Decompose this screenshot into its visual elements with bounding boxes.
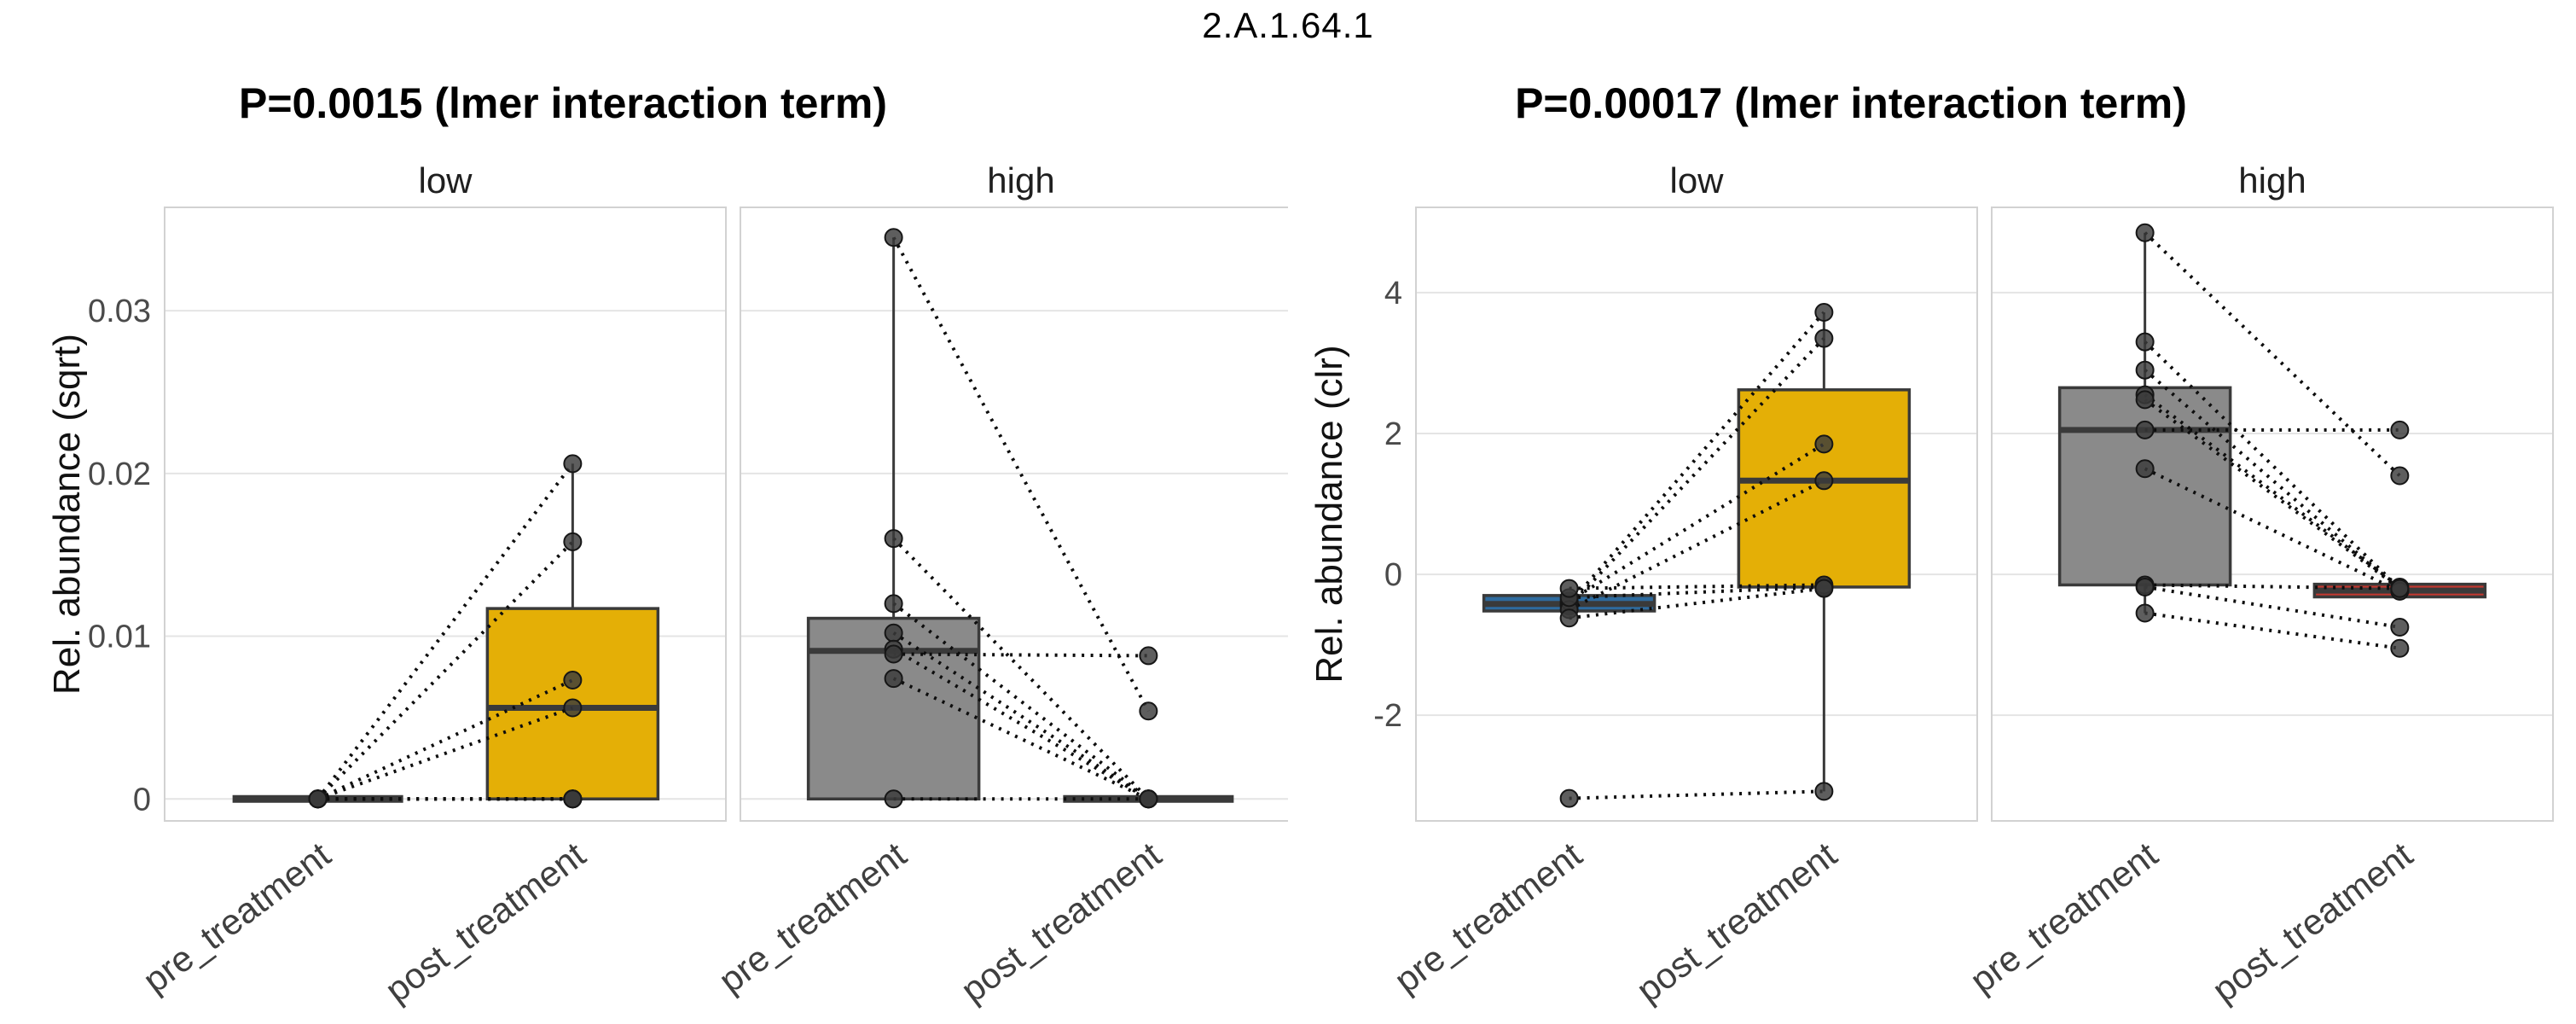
data-point (1559, 788, 1579, 808)
data-point (1139, 701, 1158, 721)
main-title: 2.A.1.64.1 (1202, 5, 1374, 45)
facet-label: low (418, 160, 473, 201)
data-point (1139, 789, 1158, 809)
y-tick-label: -2 (1373, 698, 1402, 734)
data-point (2390, 617, 2410, 637)
data-point (884, 228, 903, 247)
y-tick-label: 0 (1384, 557, 1402, 593)
data-point (563, 789, 583, 809)
pair-line (1569, 583, 1825, 591)
pair-line (893, 652, 1149, 658)
data-point (563, 454, 583, 474)
data-point (884, 594, 903, 614)
x-tick-label: post_treatment (1629, 834, 1844, 1009)
chart-sqrt: P=0.0015 (lmer interaction term) Rel. abu… (46, 79, 1288, 1010)
y-tick-label: 4 (1384, 276, 1402, 311)
y-tick-label: 0.01 (88, 620, 151, 655)
data-point (563, 532, 583, 551)
data-point (2135, 577, 2155, 596)
chart-title: P=0.00017 (lmer interaction term) (1515, 79, 2187, 127)
data-point (2135, 459, 2155, 479)
data-point (884, 623, 903, 643)
x-tick-label: pre_treatment (1963, 834, 2165, 1000)
data-point (1814, 471, 1834, 491)
facet-panel-low: low pre_treatment post_treatment (136, 160, 727, 1010)
pair-line (2144, 583, 2400, 591)
y-tick-label: 0.03 (88, 294, 151, 329)
data-point (563, 698, 583, 718)
y-axis-title: Rel. abundance (clr) (1308, 345, 1350, 683)
box-iqr (2057, 386, 2232, 587)
chart-title: P=0.0015 (lmer interaction term) (239, 79, 887, 127)
facet-label: low (1669, 160, 1724, 201)
pair-line (316, 706, 574, 801)
data-point (884, 789, 903, 809)
x-tick-label: post_treatment (954, 834, 1169, 1009)
x-tick-label: pre_treatment (711, 834, 914, 1000)
pair-line (892, 677, 1150, 801)
pair-line (2144, 369, 2401, 591)
data-point (2135, 332, 2155, 352)
data-point (2135, 420, 2155, 439)
data-point (884, 529, 903, 549)
y-tick-label: 0.02 (88, 457, 151, 492)
y-axis-title: Rel. abundance (sqrt) (46, 334, 88, 695)
x-tick-label: pre_treatment (136, 834, 338, 1000)
facet-panel-high: high pre_treatment post_treatment (711, 160, 1288, 1010)
data-point (1814, 434, 1834, 454)
data-point (2390, 466, 2410, 486)
pair-line (316, 463, 574, 800)
pair-line (1569, 585, 1825, 600)
pair-line (1568, 311, 1825, 606)
data-point (2135, 360, 2155, 380)
facet-label: high (987, 160, 1054, 201)
data-point (2135, 390, 2155, 410)
data-point (308, 789, 328, 809)
data-point (1814, 782, 1834, 801)
data-point (1559, 579, 1579, 598)
data-point (2135, 223, 2155, 242)
data-point (2135, 603, 2155, 623)
pair-line (2144, 585, 2400, 629)
pair-line (1569, 789, 1825, 800)
data-point (1814, 579, 1834, 598)
data-point (2390, 579, 2410, 598)
facet-panel-high: high pre_treatment post_treatment (1963, 160, 2554, 1010)
x-tick-label: pre_treatment (1387, 834, 1589, 1000)
pair-line (316, 540, 574, 800)
data-point (884, 669, 903, 689)
data-point (1814, 302, 1834, 322)
x-tick-label: post_treatment (2205, 834, 2420, 1009)
data-point (563, 671, 583, 690)
y-tick-label: 0 (133, 782, 151, 817)
pair-line (2144, 467, 2401, 593)
facet-panel-low: low pre_treatment post_treatment (1387, 160, 1978, 1010)
data-point (2390, 420, 2410, 439)
y-tick-label: 2 (1384, 416, 1402, 452)
data-point (1814, 329, 1834, 348)
chart-clr: P=0.00017 (lmer interaction term) Rel. ab… (1308, 79, 2554, 1010)
pair-line (316, 678, 574, 801)
data-point (1559, 608, 1579, 628)
x-tick-label: post_treatment (378, 834, 593, 1009)
pair-line (891, 236, 1151, 713)
data-point (1139, 646, 1158, 666)
data-point (884, 644, 903, 664)
data-point (2390, 638, 2410, 658)
facet-label: high (2238, 160, 2306, 201)
